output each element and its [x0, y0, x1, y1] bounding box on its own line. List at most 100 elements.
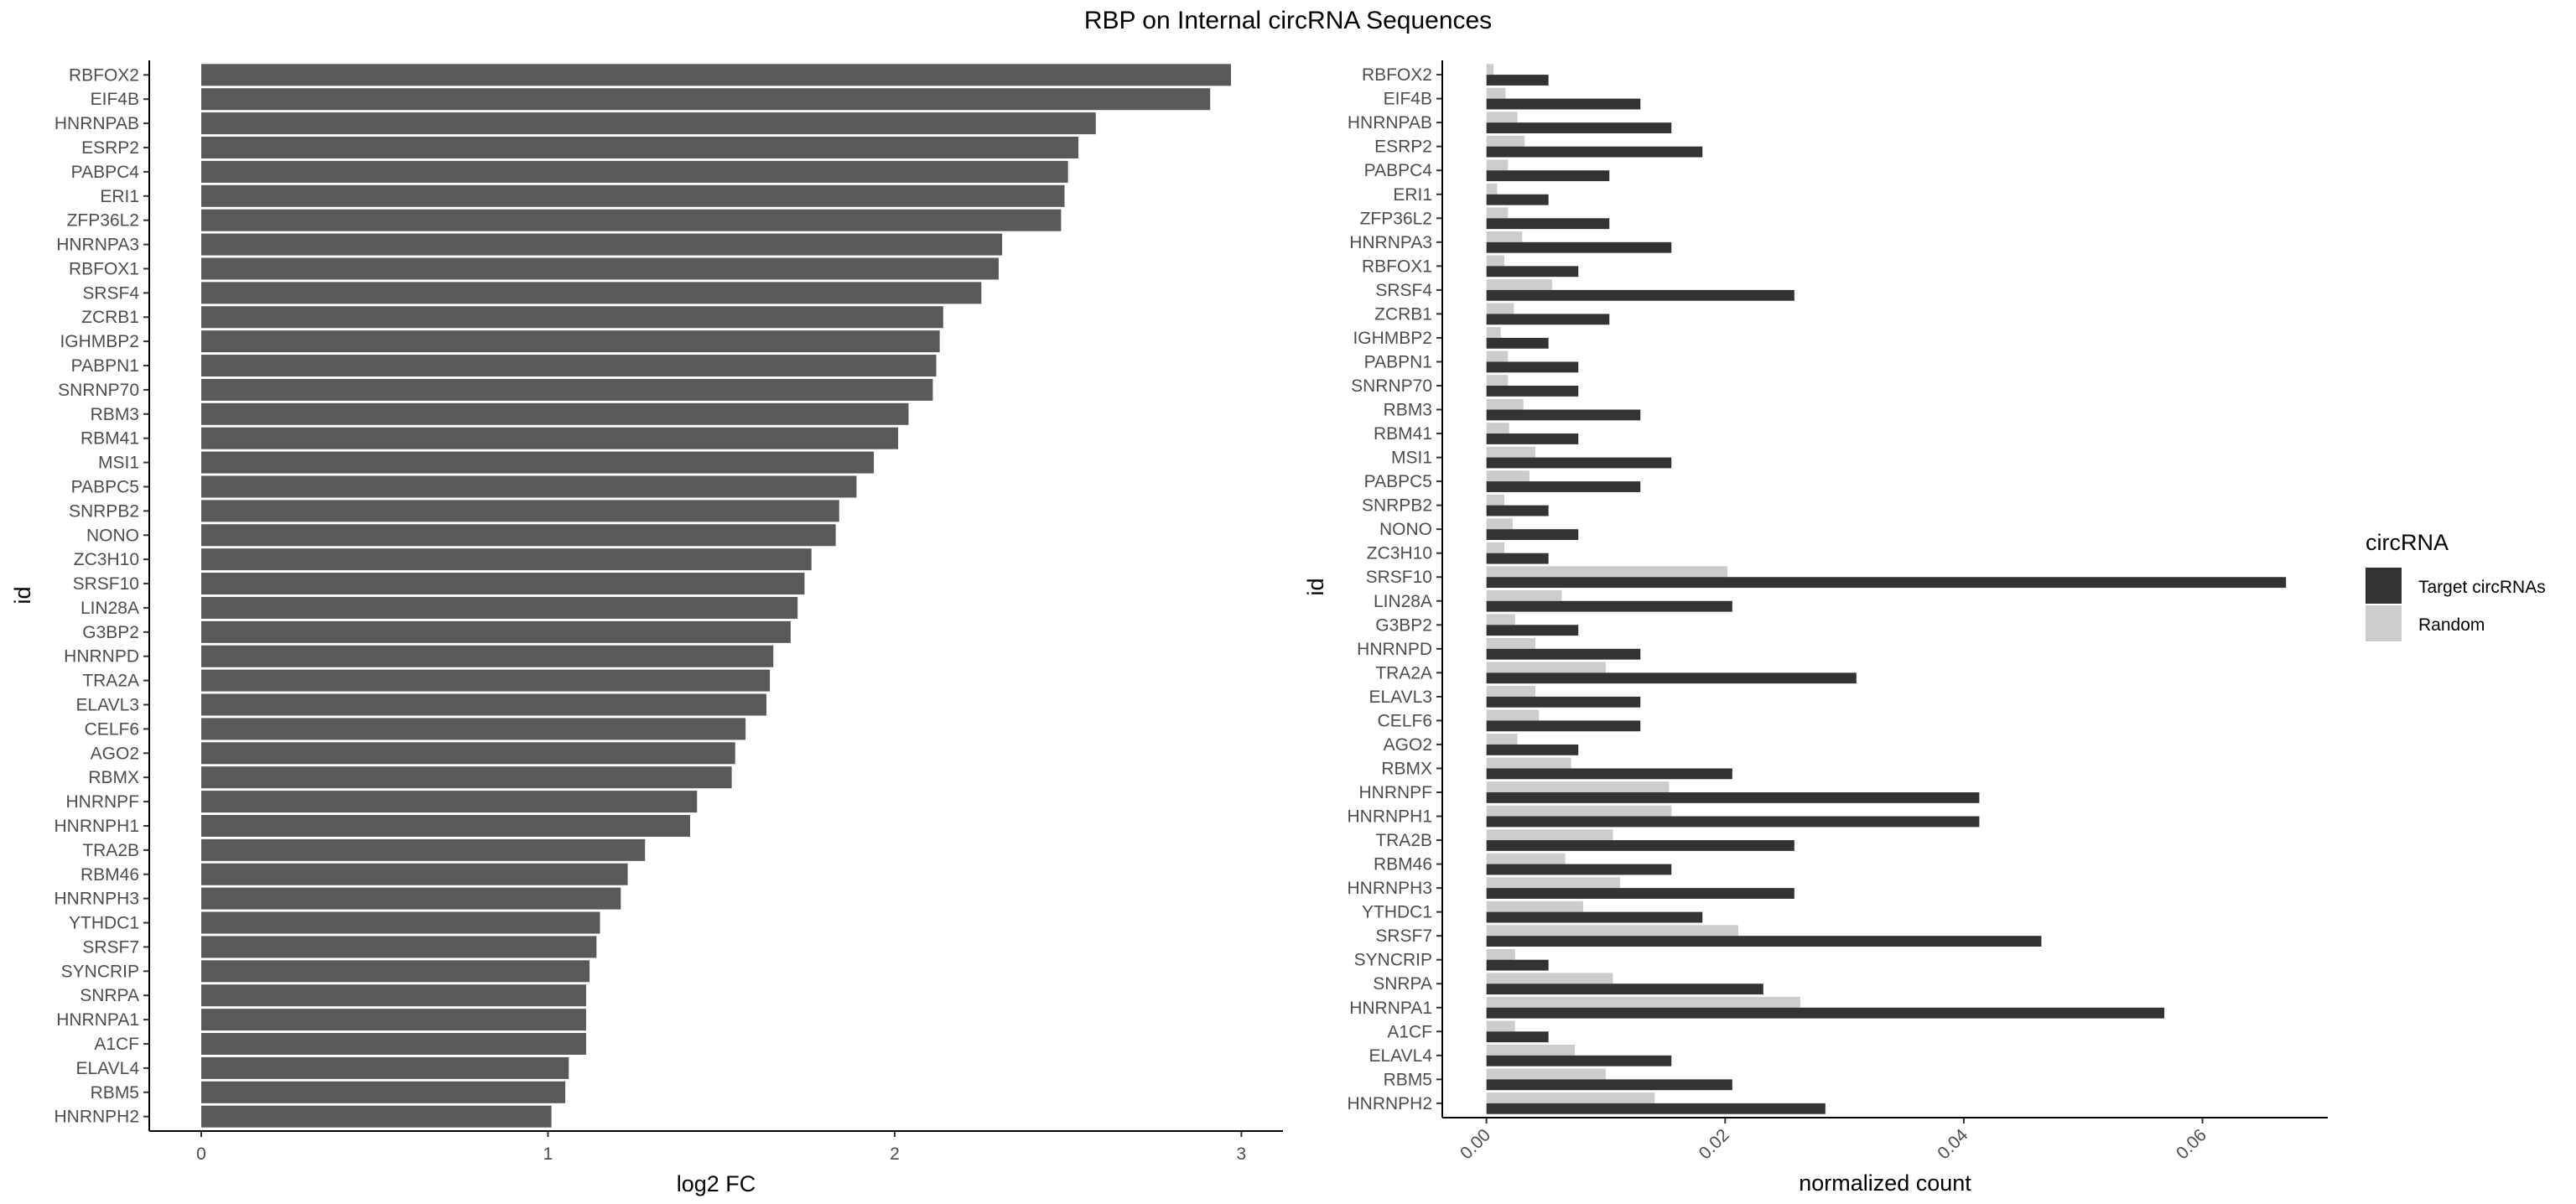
bar-target-msi1 [1486, 457, 1672, 469]
bar-log2fc-ago2 [201, 742, 735, 765]
normalized-count-bars [1486, 64, 2287, 1114]
bar-random-rbfox2 [1486, 64, 1494, 75]
figure-title: RBP on Internal circRNA Sequences [1084, 7, 1492, 34]
y-tick-label-count-hnrnph3: HNRNPH3 [1347, 879, 1432, 898]
bar-random-snrpa [1486, 973, 1613, 984]
bar-random-msi1 [1486, 446, 1536, 458]
bar-log2fc-hnrnpd [201, 645, 774, 667]
y-tick-label-log2fc-hnrnpd: HNRNPD [64, 647, 139, 667]
y-tick-label-log2fc-hnrnph1: HNRNPH1 [54, 817, 139, 836]
y-tick-label-count-snrnp70: SNRNP70 [1351, 376, 1432, 396]
legend: circRNA Target circRNAs Random [2366, 530, 2546, 641]
x-tick-label-log2fc-1: 1 [543, 1144, 553, 1164]
bar-target-pabpc4 [1486, 170, 1610, 182]
bar-target-srsf4 [1486, 289, 1794, 301]
bar-random-hnrnph2 [1486, 1092, 1655, 1103]
y-tick-label-count-hnrnph2: HNRNPH2 [1347, 1094, 1432, 1113]
y-tick-label-log2fc-msi1: MSI1 [98, 454, 139, 473]
bar-target-zfp36l2 [1486, 218, 1610, 230]
bar-target-celf6 [1486, 720, 1641, 732]
bar-target-hnrnpf [1486, 792, 1980, 803]
bar-log2fc-nono [201, 524, 836, 547]
bar-log2fc-hnrnph1 [201, 814, 690, 837]
bar-random-lin28a [1486, 589, 1562, 601]
bar-log2fc-elavl4 [201, 1056, 569, 1079]
y-tick-label-log2fc-srsf10: SRSF10 [73, 574, 139, 594]
x-tick-label-count-0: 0.00 [1457, 1125, 1494, 1163]
bar-target-ythdc1 [1486, 911, 1703, 923]
bar-random-snrnp70 [1486, 375, 1509, 386]
bar-target-rbfox2 [1486, 75, 1549, 86]
y-tick-label-log2fc-zc3h10: ZC3H10 [74, 550, 139, 569]
y-tick-label-log2fc-rbfox1: RBFOX1 [69, 259, 139, 278]
bar-log2fc-rbm5 [201, 1081, 566, 1103]
y-tick-label-log2fc-rbmx: RBMX [88, 768, 139, 787]
y-tick-label-log2fc-zcrb1: ZCRB1 [81, 308, 139, 327]
bar-random-rbfox1 [1486, 255, 1505, 267]
log2fc-x-ticks: 0 1 2 3 [196, 1131, 1246, 1164]
y-tick-label-count-syncrip: SYNCRIP [1354, 951, 1432, 970]
bar-log2fc-celf6 [201, 718, 746, 740]
bar-log2fc-g3bp2 [201, 620, 791, 643]
bar-random-hnrnpf [1486, 781, 1670, 792]
y-tick-label-count-hnrnpa1: HNRNPA1 [1349, 999, 1432, 1018]
bar-random-zc3h10 [1486, 542, 1505, 553]
log2fc-x-axis-title: log2 FC [677, 1171, 756, 1196]
bar-random-hnrnpd [1486, 637, 1536, 649]
normalized-count-x-ticks: 0.00 0.02 0.04 0.06 [1457, 1118, 2210, 1163]
bar-random-ago2 [1486, 734, 1518, 745]
bar-random-hnrnph1 [1486, 805, 1672, 817]
y-tick-label-count-pabpc4: PABPC4 [1364, 161, 1433, 180]
y-tick-label-log2fc-ago2: AGO2 [91, 744, 139, 763]
y-tick-label-log2fc-ythdc1: YTHDC1 [69, 914, 139, 933]
y-tick-label-count-srsf10: SRSF10 [1366, 568, 1432, 587]
y-tick-label-count-g3bp2: G3BP2 [1375, 615, 1432, 635]
bar-target-rbm46 [1486, 864, 1672, 875]
y-tick-label-count-hnrnpd: HNRNPD [1357, 640, 1432, 659]
bar-target-eri1 [1486, 194, 1549, 205]
y-tick-label-count-zcrb1: ZCRB1 [1374, 304, 1432, 324]
bar-random-srsf7 [1486, 925, 1738, 937]
bar-random-rbm5 [1486, 1068, 1606, 1080]
y-tick-label-count-ago2: AGO2 [1384, 735, 1432, 755]
y-tick-label-log2fc-tra2b: TRA2B [82, 841, 139, 860]
bar-target-pabpn1 [1486, 361, 1579, 373]
y-tick-label-log2fc-g3bp2: G3BP2 [82, 623, 139, 642]
y-tick-label-count-pabpc5: PABPC5 [1364, 472, 1432, 491]
bar-target-rbm3 [1486, 409, 1641, 421]
y-tick-label-count-zc3h10: ZC3H10 [1367, 544, 1432, 563]
bar-target-snrnp70 [1486, 386, 1579, 397]
bar-random-celf6 [1486, 709, 1540, 721]
y-tick-label-log2fc-esrp2: ESRP2 [81, 138, 139, 158]
bar-random-tra2a [1486, 662, 1606, 673]
y-tick-label-count-nono: NONO [1379, 520, 1432, 539]
y-tick-label-count-snrpb2: SNRPB2 [1362, 496, 1432, 516]
bar-log2fc-elavl3 [201, 693, 766, 716]
bar-log2fc-pabpc5 [201, 475, 857, 498]
y-tick-label-log2fc-rbm5: RBM5 [91, 1083, 139, 1103]
bar-log2fc-msi1 [201, 451, 875, 474]
bar-target-srsf7 [1486, 936, 2042, 947]
bar-target-rbm41 [1486, 433, 1579, 444]
y-tick-label-log2fc-snrpa: SNRPA [80, 986, 139, 1005]
bar-log2fc-ighmbp2 [201, 330, 940, 353]
x-tick-label-log2fc-3: 3 [1237, 1144, 1247, 1164]
y-tick-label-count-rbm46: RBM46 [1374, 855, 1432, 874]
bar-log2fc-snrnp70 [201, 378, 933, 401]
y-tick-label-log2fc-hnrnph3: HNRNPH3 [54, 890, 139, 909]
bar-random-zfp36l2 [1486, 207, 1509, 219]
bar-log2fc-hnrnpf [201, 791, 698, 813]
bar-log2fc-tra2a [201, 669, 771, 692]
bar-log2fc-srsf4 [201, 282, 982, 304]
y-tick-label-count-esrp2: ESRP2 [1374, 138, 1432, 157]
bar-target-a1cf [1486, 1031, 1549, 1043]
bar-random-rbm41 [1486, 423, 1509, 434]
bar-log2fc-snrpb2 [201, 500, 839, 522]
bar-log2fc-snrpa [201, 984, 586, 1007]
bar-target-g3bp2 [1486, 625, 1579, 636]
y-tick-label-log2fc-syncrip: SYNCRIP [61, 962, 139, 981]
bar-random-hnrnph3 [1486, 877, 1621, 889]
legend-title: circRNA [2366, 530, 2449, 555]
y-tick-label-count-a1cf: A1CF [1387, 1022, 1432, 1041]
